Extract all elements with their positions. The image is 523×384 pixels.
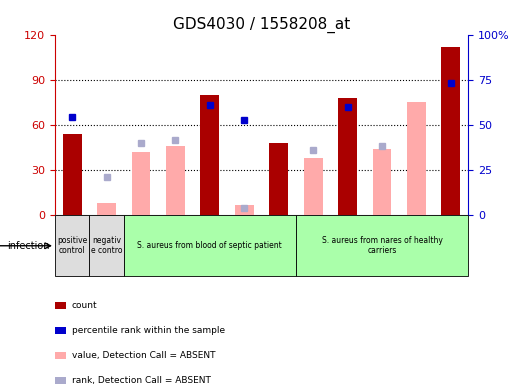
Bar [200, 95, 219, 215]
Bar [441, 46, 460, 215]
Text: count: count [72, 301, 97, 310]
Bar [304, 158, 323, 215]
Bar [97, 203, 116, 215]
Text: rank, Detection Call = ABSENT: rank, Detection Call = ABSENT [72, 376, 211, 384]
Bar [338, 98, 357, 215]
Bar [269, 143, 288, 215]
Bar [235, 205, 254, 215]
Bar [89, 215, 124, 276]
Text: value, Detection Call = ABSENT: value, Detection Call = ABSENT [72, 351, 215, 360]
Text: percentile rank within the sample: percentile rank within the sample [72, 326, 225, 335]
Bar [131, 152, 151, 215]
Bar [166, 146, 185, 215]
Bar [296, 215, 468, 276]
Bar [372, 149, 392, 215]
Text: S. aureus from blood of septic patient: S. aureus from blood of septic patient [138, 241, 282, 250]
Text: negativ
e contro: negativ e contro [91, 236, 122, 255]
Bar [55, 215, 89, 276]
Text: GDS4030 / 1558208_at: GDS4030 / 1558208_at [173, 17, 350, 33]
Bar [124, 215, 296, 276]
Bar [63, 134, 82, 215]
Text: positive
control: positive control [57, 236, 87, 255]
Text: S. aureus from nares of healthy
carriers: S. aureus from nares of healthy carriers [322, 236, 442, 255]
Text: infection: infection [7, 241, 50, 251]
Bar [407, 102, 426, 215]
